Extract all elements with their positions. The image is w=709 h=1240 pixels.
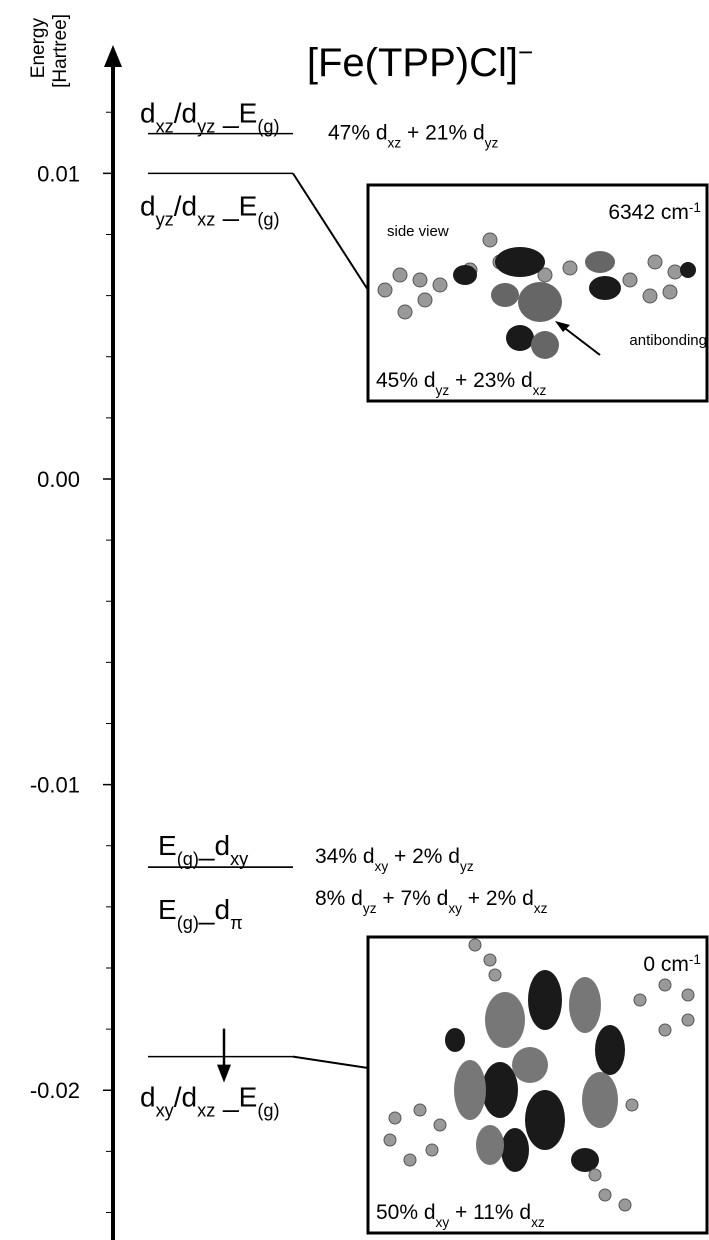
text-part: _d	[198, 894, 230, 925]
y-tick-label: 0.01	[37, 161, 80, 186]
text-part: xy	[230, 849, 249, 869]
text-part: xz	[533, 383, 547, 398]
text-part: + 2% d	[388, 845, 460, 868]
inset-composition: 50% dxy + 11% dxz	[376, 1201, 545, 1230]
text-part: + 11% d	[449, 1201, 531, 1224]
text-part: 8% d	[315, 887, 363, 910]
text-part: (g)	[257, 117, 279, 137]
text-part: xy	[448, 901, 462, 916]
text-part: /d	[174, 1082, 197, 1113]
y-tick-label: -0.01	[30, 773, 80, 798]
inset-view: side view	[387, 223, 449, 240]
level-label: dyz/dxz _E(g)	[140, 190, 280, 229]
inset-energy: 0 cm-1	[643, 952, 701, 977]
text-part: d	[140, 1082, 156, 1113]
inset-composition: 45% dyz + 23% dxz	[376, 369, 546, 398]
level-label: E(g)_dπ	[158, 894, 243, 933]
y-tick-label: 0.00	[37, 467, 80, 492]
chart-title: [Fe(TPP)Cl]−	[307, 37, 533, 85]
inset-energy: 6342 cm-1	[608, 200, 701, 225]
text-part: [Fe(TPP)Cl]	[307, 41, 518, 85]
level-composition: 34% dxy + 2% dyz	[315, 845, 474, 874]
text-part: + 7% d	[377, 887, 449, 910]
text-part: −	[518, 37, 533, 67]
text-part: xz	[388, 135, 402, 150]
text-part: (g)	[177, 913, 199, 933]
text-part: xz	[197, 1101, 215, 1121]
text-part: E	[158, 830, 177, 861]
axis-arrow	[104, 45, 122, 67]
text-part: d	[140, 190, 156, 221]
text-part: _E	[215, 1082, 257, 1113]
inset-note: antibonding	[629, 332, 707, 349]
level-label: E(g)_dxy	[158, 830, 249, 869]
chart: [Fe(TPP)Cl]− Energy[Hartree] 0.01 0.00 -0.01…	[0, 0, 709, 1240]
text-part: _d	[198, 830, 230, 861]
text-part: _E	[215, 98, 257, 129]
text-part: xz	[534, 901, 548, 916]
text-part: xy	[156, 1101, 175, 1121]
text-part: xz	[156, 117, 174, 137]
level-composition: 8% dyz + 7% dxy + 2% dxz	[315, 887, 548, 916]
text-part: _E	[215, 190, 257, 221]
text-part: (g)	[177, 849, 199, 869]
text-part: xz	[197, 209, 215, 229]
text-part: 34% d	[315, 845, 375, 868]
text-part: + 21% d	[401, 122, 484, 145]
text-part: 50% d	[376, 1201, 436, 1224]
text-part: -1	[689, 200, 701, 215]
text-part: 45% d	[376, 369, 436, 392]
text-part: d	[140, 98, 156, 129]
connector	[293, 1057, 368, 1068]
text-part: yz	[485, 135, 499, 150]
text-part: 0 cm	[643, 953, 689, 976]
text-part: xy	[436, 1215, 450, 1230]
text-part: yz	[436, 383, 450, 398]
level-label: dxz/dyz _E(g)	[140, 98, 280, 137]
text-part: 6342 cm	[608, 201, 689, 224]
text-part: yz	[363, 901, 377, 916]
spin-arrow-head	[217, 1065, 231, 1083]
y-tick-label: -0.02	[30, 1078, 80, 1103]
text-part: 47% d	[328, 122, 388, 145]
molecule-top	[384, 939, 694, 1211]
text-part: (g)	[257, 1101, 279, 1121]
text-part: /d	[174, 190, 197, 221]
text-part: yz	[156, 209, 174, 229]
text-part: xz	[531, 1215, 545, 1230]
text-part: xy	[375, 859, 389, 874]
level-label: dxy/dxz _E(g)	[140, 1082, 280, 1121]
text-part: yz	[460, 859, 474, 874]
text-part: + 23% d	[449, 369, 532, 392]
text-part: π	[230, 913, 243, 933]
connector	[293, 173, 368, 290]
y-axis-label: [Hartree]	[50, 14, 71, 88]
y-axis-label: Energy	[28, 18, 49, 79]
text-part: -1	[689, 952, 701, 967]
text-part: /d	[174, 98, 197, 129]
text-part: E	[158, 894, 177, 925]
text-part: + 2% d	[462, 887, 534, 910]
text-part: (g)	[257, 209, 279, 229]
level-composition: 47% dxz + 21% dyz	[328, 122, 498, 151]
text-part: yz	[197, 117, 215, 137]
